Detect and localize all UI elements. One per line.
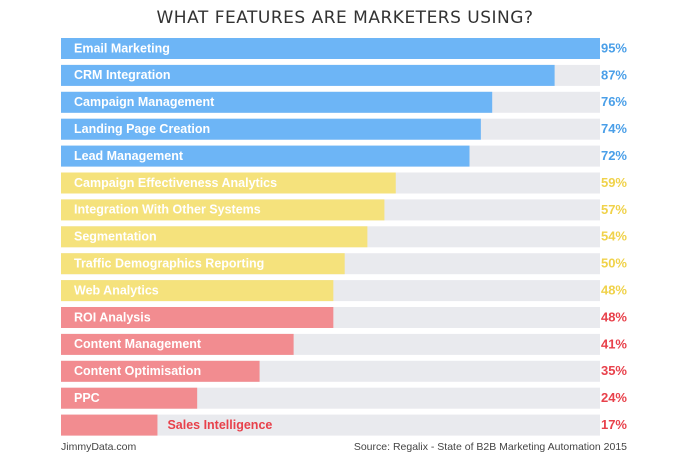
bar-label: Integration With Other Systems — [74, 203, 261, 217]
value-label: 50% — [601, 256, 627, 271]
credit: JimmyData.com — [61, 441, 137, 453]
bar — [61, 307, 334, 328]
bar — [61, 280, 334, 302]
value-label: 76% — [601, 94, 627, 109]
value-label: 48% — [601, 309, 627, 324]
value-label: 54% — [601, 229, 627, 244]
bar — [61, 414, 158, 436]
bar-label: Content Optimisation — [74, 364, 201, 378]
bar-label: ROI Analysis — [74, 310, 151, 324]
bar-label: PPC — [74, 391, 100, 405]
bar — [61, 145, 470, 167]
bar — [61, 360, 260, 382]
chart-title: WHAT FEATURES ARE MARKETERS USING? — [157, 8, 534, 28]
bar — [61, 226, 368, 248]
value-label: 35% — [601, 363, 627, 378]
value-label: 17% — [601, 417, 627, 432]
value-label: 72% — [601, 148, 627, 163]
value-label: 95% — [601, 40, 627, 55]
bar — [61, 199, 385, 221]
value-label: 74% — [601, 121, 627, 136]
track — [61, 414, 600, 436]
value-label: 87% — [601, 67, 627, 82]
bar-label: Segmentation — [74, 230, 157, 244]
value-label: 41% — [601, 336, 627, 351]
bar-label: Web Analytics — [74, 283, 159, 297]
bar — [61, 91, 493, 113]
bar — [61, 387, 198, 409]
bar — [61, 38, 600, 59]
source: Source: Regalix - State of B2B Marketing… — [354, 441, 627, 453]
bar-label: Lead Management — [74, 149, 184, 163]
bar — [61, 64, 555, 86]
bar-label: Campaign Management — [74, 95, 215, 109]
value-label: 57% — [601, 202, 627, 217]
bar — [61, 172, 396, 194]
bar-label: Email Marketing — [74, 41, 170, 55]
value-label: 48% — [601, 283, 627, 298]
bar-label: Sales Intelligence — [167, 418, 272, 432]
value-label: 24% — [601, 390, 627, 405]
bar — [61, 118, 481, 140]
bar-label: Campaign Effectiveness Analytics — [74, 176, 277, 190]
bar — [61, 253, 345, 275]
bar — [61, 333, 294, 355]
bar-label: Content Management — [74, 337, 202, 351]
bar-label: CRM Integration — [74, 68, 171, 82]
bar-label: Landing Page Creation — [74, 122, 210, 136]
value-label: 59% — [601, 175, 627, 190]
bar-label: Traffic Demographics Reporting — [74, 256, 264, 270]
